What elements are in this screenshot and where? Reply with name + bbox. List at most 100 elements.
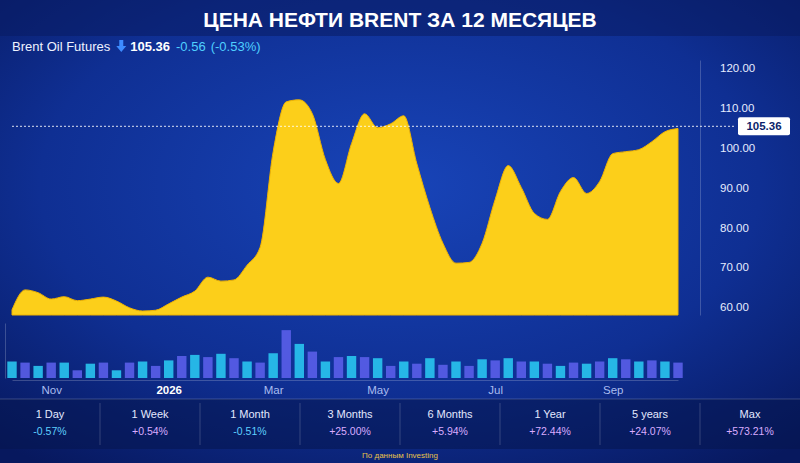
- performance-top-line: [0, 399, 800, 400]
- down-arrow-icon: [116, 40, 126, 52]
- x-tick: Nov: [41, 380, 62, 396]
- performance-period: 6 Months: [427, 408, 473, 420]
- volume-bar: [203, 357, 212, 378]
- volume-bar: [647, 360, 656, 378]
- x-tick: May: [367, 380, 389, 396]
- volume-bar: [373, 358, 382, 378]
- volume-bar: [308, 352, 317, 378]
- performance-change: -0.51%: [233, 425, 266, 437]
- volume-bar: [386, 366, 395, 378]
- volume-bar: [569, 363, 578, 378]
- performance-change: +5.94%: [432, 425, 468, 437]
- volume-bar: [517, 362, 526, 379]
- y-tick: 70.00: [700, 261, 749, 273]
- volume-bar: [295, 344, 304, 378]
- y-tick: 90.00: [700, 182, 749, 194]
- volume-bar: [33, 366, 42, 378]
- y-tick-label: 70.00: [720, 261, 749, 273]
- y2-axis-line: [5, 324, 6, 379]
- volume-bar: [608, 358, 617, 378]
- x-axis-line: [13, 380, 679, 381]
- performance-separator: [400, 403, 401, 445]
- volume-bar: [660, 362, 669, 379]
- x-tick-label: May: [367, 384, 389, 396]
- volume-bar: [125, 363, 134, 378]
- performance-band: [0, 399, 800, 449]
- x-tick-label: 2026: [156, 384, 182, 396]
- volume-bar: [73, 370, 82, 378]
- volume-bar: [7, 362, 16, 379]
- y-tick: 80.00: [700, 222, 749, 234]
- x-tick-label: Mar: [264, 384, 284, 396]
- plot-area: [7, 100, 682, 378]
- performance-period: 5 years: [632, 408, 669, 420]
- volume-bar: [673, 363, 682, 378]
- volume-bar: [451, 362, 460, 379]
- performance-separator: [100, 403, 101, 445]
- volume-bar: [477, 359, 486, 378]
- performance-change: -0.57%: [33, 425, 66, 437]
- volume-bar: [138, 362, 147, 379]
- y-tick: 60.00: [700, 301, 749, 313]
- performance-separator: [300, 403, 301, 445]
- price-change-percent: (-0.53%): [211, 39, 261, 54]
- y-tick: 100.00: [700, 142, 755, 154]
- x-tick: 2026: [156, 380, 182, 396]
- performance-period: Max: [740, 408, 761, 420]
- volume-bar: [164, 360, 173, 378]
- performance-separator: [200, 403, 201, 445]
- last-price-box: [738, 117, 790, 135]
- volume-bar: [399, 362, 408, 379]
- volume-bar: [60, 363, 69, 378]
- volume-bar: [216, 354, 225, 378]
- volume-bar: [595, 362, 604, 379]
- x-tick: Jul: [488, 380, 503, 396]
- source-note: По данным Investing: [362, 451, 438, 460]
- volume-bar: [177, 356, 186, 378]
- y-tick-label: 90.00: [720, 182, 749, 194]
- volume-bar: [464, 366, 473, 378]
- title: ЦЕНА НЕФТИ BRENT ЗА 12 МЕСЯЦЕВ: [203, 8, 596, 31]
- x-tick-label: Nov: [41, 384, 62, 396]
- volume-bar: [268, 353, 277, 378]
- performance-change: +573.21%: [726, 425, 774, 437]
- volume-bar: [634, 362, 643, 379]
- volume-bar: [190, 355, 199, 378]
- volume-bar: [347, 356, 356, 378]
- y-tick-label: 110.00: [720, 102, 754, 114]
- performance-change: +0.54%: [132, 425, 168, 437]
- performance-separator: [700, 403, 701, 445]
- volume-bar: [255, 363, 264, 378]
- volume-bar: [412, 364, 421, 378]
- volume-bar: [425, 358, 434, 378]
- y-tick: 120.00: [700, 62, 755, 74]
- title-band: [0, 0, 800, 36]
- chart-canvas: ЦЕНА НЕФТИ BRENT ЗА 12 МЕСЯЦЕВ Brent Oil …: [0, 0, 800, 463]
- volume-bar: [504, 358, 513, 378]
- y-tick-label: 120.00: [720, 62, 755, 74]
- performance-change: +72.44%: [529, 425, 571, 437]
- volume-bar: [438, 365, 447, 378]
- price: 105.36: [130, 39, 170, 54]
- volume-bar: [229, 358, 238, 378]
- volume-bar: [151, 366, 160, 378]
- performance-change: +25.00%: [329, 425, 371, 437]
- y-axis-line: [700, 61, 701, 316]
- last-price-label: 105.36: [746, 120, 781, 132]
- volume-bar: [242, 362, 251, 379]
- instrument-name: Brent Oil Futures: [12, 39, 111, 54]
- volume-bar: [490, 360, 499, 378]
- performance-period: 1 Week: [131, 408, 169, 420]
- x-tick: Mar: [264, 380, 284, 396]
- y2-axis: [5, 324, 6, 379]
- price-change: -0.56: [176, 39, 206, 54]
- y-tick-label: 100.00: [720, 142, 755, 154]
- performance-period: 1 Month: [230, 408, 270, 420]
- performance-period: 1 Year: [534, 408, 566, 420]
- volume-bar: [321, 362, 330, 379]
- y-axis: 60.00 70.00 80.00 90.00 100.00 110.00 120.00: [700, 61, 755, 316]
- volume-bar: [621, 359, 630, 378]
- performance-period: 1 Day: [36, 408, 65, 420]
- performance-change: +24.07%: [629, 425, 671, 437]
- y-tick-label: 60.00: [720, 301, 749, 313]
